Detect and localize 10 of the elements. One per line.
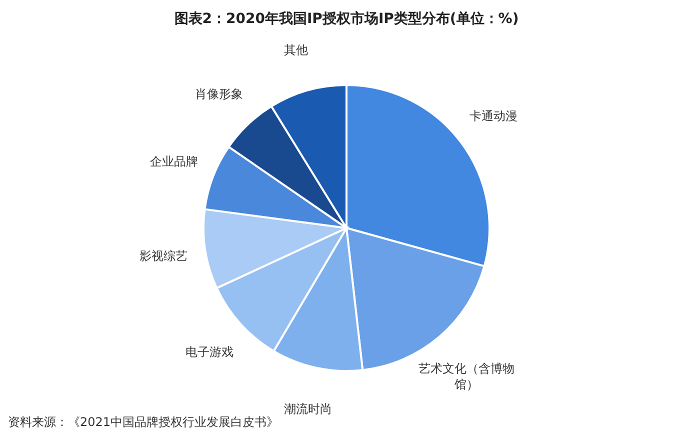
slice-label: 电子游戏 <box>185 345 234 360</box>
slice-label: 艺术文化（含博物馆） <box>418 362 515 392</box>
slice-label: 卡通动漫 <box>470 108 518 123</box>
slice-label: 肖像形象 <box>195 86 244 101</box>
slice-label: 潮流时尚 <box>284 402 332 416</box>
chart-title: 图表2：2020年我国IP授权市场IP类型分布(单位：%) <box>174 10 519 27</box>
slice-label: 影视综艺 <box>140 248 188 263</box>
slice-label: 其他 <box>284 43 308 58</box>
text: 资料来源：《2021中国品牌授权行业发展白皮书》 <box>8 415 279 429</box>
slice-label: 企业品牌 <box>150 154 198 169</box>
